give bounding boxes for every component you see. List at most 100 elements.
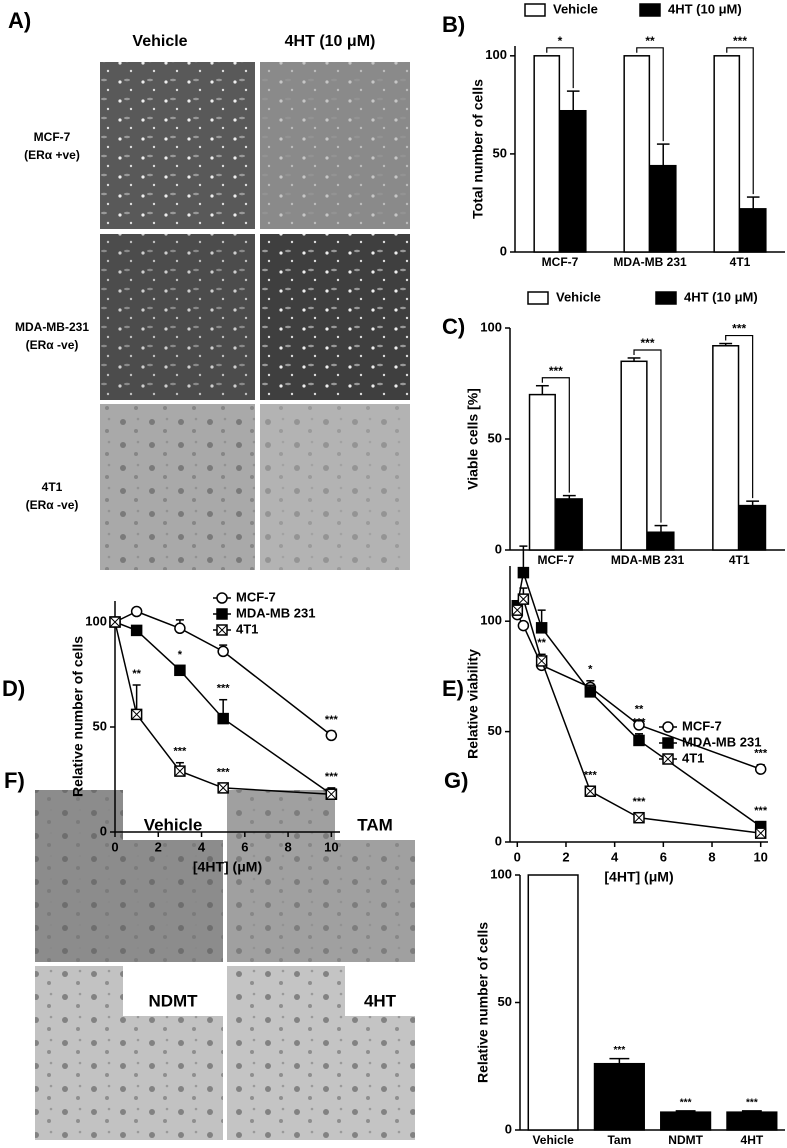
significance-label: ***	[754, 748, 768, 760]
legend-marker-cross	[662, 753, 674, 765]
y-tick-label: 0	[495, 541, 502, 556]
y-tick-label: 50	[493, 145, 507, 160]
image-label: NDMT	[148, 991, 198, 1010]
x-tick-label: 6	[241, 839, 248, 854]
x-tick-label: 6	[660, 849, 667, 864]
bar	[649, 164, 677, 253]
image-label: Vehicle	[144, 815, 203, 834]
significance-label: ***	[173, 746, 187, 758]
data-point	[584, 686, 597, 698]
data-point	[217, 712, 229, 725]
significance-label: ***	[614, 1045, 626, 1056]
bar	[712, 345, 740, 551]
y-tick-label: 100	[480, 613, 502, 628]
legend-swatch	[639, 3, 661, 17]
x-tick-label: Tam	[607, 1133, 631, 1147]
legend-label: MDA-MB 231	[236, 605, 315, 620]
significance-bracket	[726, 47, 754, 195]
x-tick-label: NDMT	[668, 1133, 703, 1147]
significance-label: ***	[633, 717, 647, 729]
legend-label: Vehicle	[553, 1, 598, 16]
y-tick-label: 50	[93, 718, 107, 733]
legend-marker	[216, 592, 228, 604]
y-tick-label: 0	[100, 823, 107, 838]
micrographs	[100, 62, 410, 570]
legend-label: 4T1	[682, 750, 704, 765]
bar	[647, 531, 675, 551]
significance-label: *	[178, 649, 183, 661]
significance-label: *	[558, 34, 563, 48]
data-point	[754, 763, 767, 775]
y-axis-label: Relative viability	[465, 649, 481, 759]
x-tick-label: 2	[155, 839, 162, 854]
bar	[528, 393, 556, 551]
y-tick-label: 50	[488, 723, 502, 738]
bar	[593, 1062, 645, 1131]
column-header: Vehicle	[132, 33, 187, 50]
significance-label: ***	[217, 683, 231, 695]
significance-label: **	[132, 668, 141, 680]
significance-bracket	[541, 377, 570, 493]
data-point	[174, 622, 186, 635]
bar	[559, 109, 587, 253]
x-tick-label: 4T1	[730, 255, 751, 269]
x-tick-label: 8	[708, 849, 715, 864]
significance-label: ***	[640, 336, 654, 350]
significance-bracket	[725, 334, 754, 499]
significance-label: ***	[754, 805, 768, 817]
significance-label: ***	[325, 714, 339, 726]
significance-label: **	[537, 637, 546, 649]
data-point	[517, 566, 530, 579]
y-axis-label: Relative number of cells	[475, 922, 491, 1083]
bar	[623, 55, 651, 253]
legend-label: Vehicle	[556, 289, 601, 304]
y-axis-label: Viable cells [%]	[465, 388, 481, 490]
column-header: 4HT (10 μM)	[285, 33, 376, 50]
significance-label: ***	[732, 322, 746, 336]
legend-label: 4T1	[236, 621, 258, 636]
significance-label: ***	[733, 34, 747, 48]
y-tick-label: 0	[505, 1121, 512, 1136]
x-tick-label: 4	[198, 839, 206, 854]
data-point-cross	[217, 782, 229, 794]
y-tick-label: 50	[488, 430, 502, 445]
data-point	[217, 645, 229, 658]
row-status: (ERα +ve)	[24, 148, 80, 162]
legend-swatch	[524, 3, 546, 17]
data-point-cross	[536, 655, 547, 667]
y-tick-label: 0	[495, 833, 502, 848]
x-tick-label: 0	[111, 839, 118, 854]
legend-marker-cross	[216, 624, 228, 636]
y-tick-label: 0	[500, 243, 507, 258]
significance-label: ***	[746, 1098, 758, 1109]
legend-label: MCF-7	[236, 589, 276, 604]
row-label: MDA-MB-231	[15, 320, 89, 334]
significance-label: ***	[680, 1098, 692, 1109]
significance-label: *	[588, 664, 593, 676]
data-point	[130, 605, 143, 618]
legend-label: MCF-7	[682, 718, 722, 733]
row-label: MCF-7	[34, 130, 71, 144]
micrographs	[35, 790, 415, 1140]
data-point-cross	[174, 765, 186, 777]
legend-label: 4HT (10 μM)	[668, 1, 742, 16]
data-point-cross	[584, 785, 596, 797]
data-point	[535, 622, 548, 634]
series-line	[516, 572, 762, 828]
bar	[726, 1111, 778, 1131]
y-tick-label: 100	[480, 319, 502, 334]
data-point	[633, 719, 645, 731]
data-point	[517, 619, 530, 632]
bar	[739, 208, 767, 253]
panel-label: A)	[8, 8, 31, 33]
x-tick-label: 4T1	[729, 553, 750, 567]
data-point-cross	[131, 709, 142, 720]
x-tick-label: 10	[324, 839, 338, 854]
x-tick-label: 4	[611, 849, 619, 864]
significance-label: ***	[584, 770, 598, 782]
x-axis-label: [4HT] (μM)	[604, 869, 673, 885]
row-status: (ERα -ve)	[26, 338, 79, 352]
y-tick-label: 100	[85, 613, 107, 628]
legend-label: MDA-MB 231	[682, 734, 761, 749]
